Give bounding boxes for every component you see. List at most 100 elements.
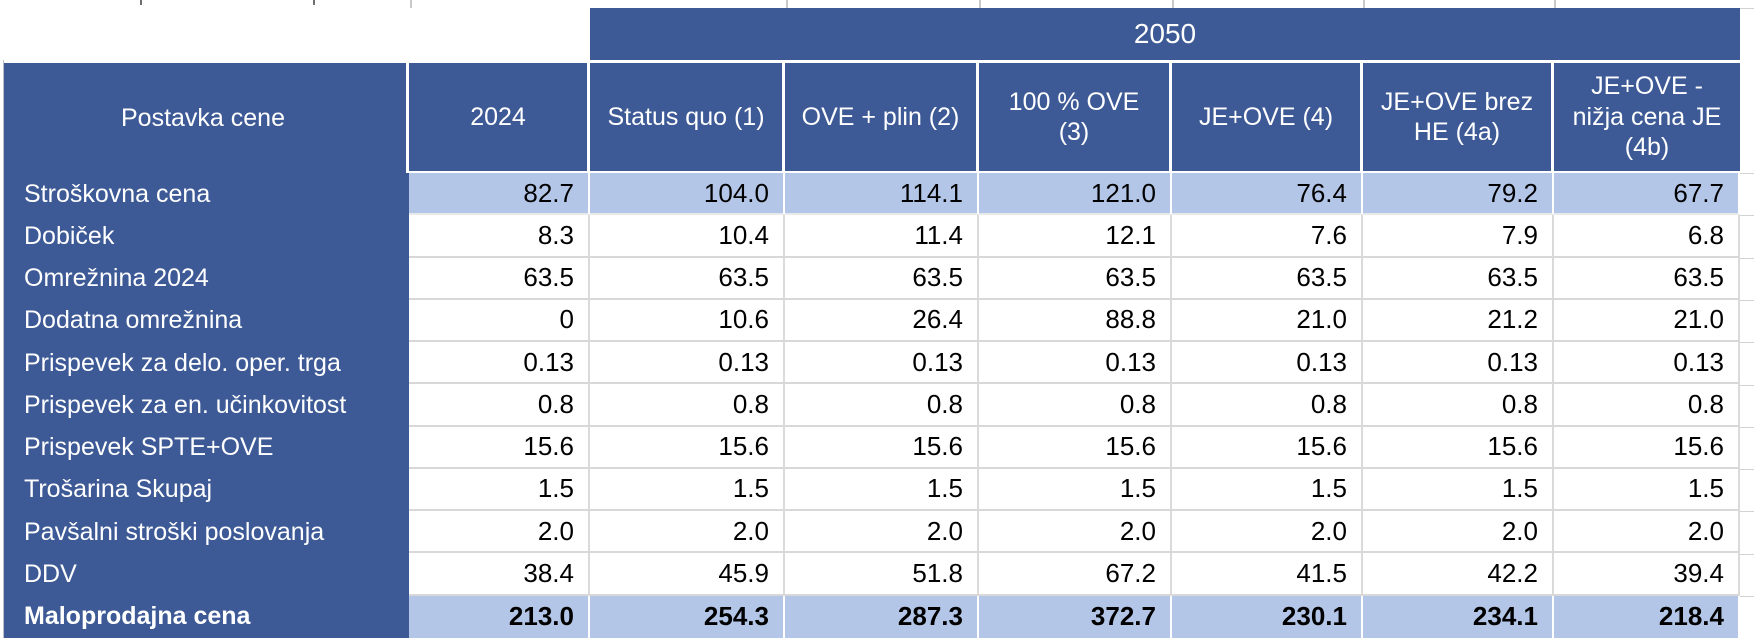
table-cell[interactable]: 88.8 — [979, 299, 1172, 343]
table-cell[interactable]: 45.9 — [590, 553, 785, 596]
table-cell[interactable]: 63.5 — [1363, 257, 1554, 300]
table-cell[interactable]: 2.0 — [590, 511, 785, 554]
table-cell[interactable]: 1.5 — [1172, 468, 1363, 512]
table-cell[interactable]: 15.6 — [785, 426, 979, 469]
table-cell[interactable]: 15.6 — [979, 426, 1172, 469]
column-header[interactable]: JE+OVE (4) — [1172, 63, 1363, 173]
table-cell[interactable]: 230.1 — [1172, 595, 1363, 638]
table-cell[interactable]: 21.2 — [1363, 299, 1554, 343]
row-label[interactable]: Stroškovna cena — [0, 173, 409, 216]
table-cell[interactable]: 63.5 — [785, 257, 979, 300]
table-cell[interactable]: 0.13 — [979, 342, 1172, 385]
table-cell[interactable]: 2.0 — [979, 511, 1172, 554]
table-cell[interactable]: 63.5 — [1554, 257, 1740, 300]
table-cell[interactable]: 0.8 — [1554, 384, 1740, 427]
table-cell[interactable]: 15.6 — [409, 426, 590, 469]
table-cell[interactable]: 104.0 — [590, 173, 785, 216]
table-cell[interactable]: 21.0 — [1554, 299, 1740, 343]
row-label[interactable]: Prispevek za delo. oper. trga — [0, 342, 409, 385]
column-header-postavka-cene[interactable]: Postavka cene — [0, 63, 409, 173]
table-cell[interactable]: 0.8 — [590, 384, 785, 427]
table-cell[interactable]: 2.0 — [1554, 511, 1740, 554]
column-header[interactable]: JE+OVE brez HE (4a) — [1363, 63, 1554, 173]
table-cell[interactable]: 38.4 — [409, 553, 590, 596]
table-cell[interactable]: 7.9 — [1363, 215, 1554, 258]
table-cell[interactable]: 2.0 — [785, 511, 979, 554]
column-header[interactable]: 2024 — [409, 63, 590, 173]
table-cell[interactable]: 372.7 — [979, 595, 1172, 638]
table-cell[interactable]: 0.8 — [979, 384, 1172, 427]
row-label[interactable]: Maloprodajna cena — [0, 595, 409, 638]
table-cell[interactable]: 63.5 — [409, 257, 590, 300]
table-cell[interactable]: 11.4 — [785, 215, 979, 258]
table-cell[interactable]: 0.8 — [409, 384, 590, 427]
table-cell[interactable]: 254.3 — [590, 595, 785, 638]
table-cell[interactable]: 10.4 — [590, 215, 785, 258]
table-cell[interactable]: 2.0 — [1172, 511, 1363, 554]
table-cell[interactable]: 6.8 — [1554, 215, 1740, 258]
table-cell[interactable]: 0 — [409, 299, 590, 343]
table-cell[interactable]: 0.13 — [785, 342, 979, 385]
row-label[interactable]: Prispevek za en. učinkovitost — [0, 384, 409, 427]
table-cell[interactable]: 26.4 — [785, 299, 979, 343]
table-cell[interactable]: 0.8 — [1363, 384, 1554, 427]
table-cell[interactable]: 1.5 — [409, 468, 590, 512]
table-cell[interactable]: 234.1 — [1363, 595, 1554, 638]
column-header[interactable]: 100 % OVE (3) — [979, 63, 1172, 173]
table-cell[interactable]: 82.7 — [409, 173, 590, 216]
table-cell[interactable]: 0.8 — [785, 384, 979, 427]
table-cell[interactable]: 15.6 — [1172, 426, 1363, 469]
row-label[interactable]: Prispevek SPTE+OVE — [0, 426, 409, 469]
table-cell[interactable]: 0.13 — [409, 342, 590, 385]
row-label[interactable]: DDV — [0, 553, 409, 596]
table-cell[interactable]: 10.6 — [590, 299, 785, 343]
table-cell[interactable]: 79.2 — [1363, 173, 1554, 216]
table-cell[interactable]: 1.5 — [979, 468, 1172, 512]
table-cell[interactable]: 76.4 — [1172, 173, 1363, 216]
column-header[interactable]: JE+OVE - nižja cena JE (4b) — [1554, 63, 1740, 173]
table-cell[interactable]: 42.2 — [1363, 553, 1554, 596]
table-cell[interactable]: 15.6 — [590, 426, 785, 469]
table-cell[interactable]: 1.5 — [1363, 468, 1554, 512]
table-cell[interactable]: 7.6 — [1172, 215, 1363, 258]
row-label[interactable]: Dobiček — [0, 215, 409, 258]
row-label[interactable]: Trošarina Skupaj — [0, 468, 409, 512]
table-cell[interactable]: 0.13 — [1172, 342, 1363, 385]
column-header[interactable]: Status quo (1) — [590, 63, 785, 173]
gridline — [1740, 173, 1754, 174]
table-cell[interactable]: 0.8 — [1172, 384, 1363, 427]
table-cell[interactable]: 1.5 — [1554, 468, 1740, 512]
table-cell[interactable]: 15.6 — [1554, 426, 1740, 469]
column-header[interactable]: OVE + plin (2) — [785, 63, 979, 173]
table-cell[interactable]: 21.0 — [1172, 299, 1363, 343]
row-label[interactable]: Pavšalni stroški poslovanja — [0, 511, 409, 554]
table-cell[interactable]: 114.1 — [785, 173, 979, 216]
year-banner-2050[interactable]: 2050 — [590, 8, 1740, 60]
table-cell[interactable]: 15.6 — [1363, 426, 1554, 469]
table-cell[interactable]: 12.1 — [979, 215, 1172, 258]
table-cell[interactable]: 2.0 — [1363, 511, 1554, 554]
table-cell[interactable]: 67.2 — [979, 553, 1172, 596]
table-row: Prispevek SPTE+OVE 15.6 15.6 15.6 15.6 15.6 15… — [0, 426, 1740, 469]
table-cell[interactable]: 287.3 — [785, 595, 979, 638]
table-cell[interactable]: 0.13 — [1363, 342, 1554, 385]
table-cell[interactable]: 51.8 — [785, 553, 979, 596]
table-body: Stroškovna cena 82.7 104.0 114.1 121.0 76.4 79… — [0, 173, 1740, 638]
table-cell[interactable]: 63.5 — [590, 257, 785, 300]
table-cell[interactable]: 8.3 — [409, 215, 590, 258]
table-cell[interactable]: 1.5 — [785, 468, 979, 512]
table-cell[interactable]: 41.5 — [1172, 553, 1363, 596]
table-cell[interactable]: 218.4 — [1554, 595, 1740, 638]
table-cell[interactable]: 213.0 — [409, 595, 590, 638]
row-label[interactable]: Dodatna omrežnina — [0, 299, 409, 343]
table-cell[interactable]: 121.0 — [979, 173, 1172, 216]
row-label[interactable]: Omrežnina 2024 — [0, 257, 409, 300]
table-cell[interactable]: 2.0 — [409, 511, 590, 554]
table-cell[interactable]: 63.5 — [1172, 257, 1363, 300]
table-cell[interactable]: 67.7 — [1554, 173, 1740, 216]
table-cell[interactable]: 39.4 — [1554, 553, 1740, 596]
table-cell[interactable]: 0.13 — [590, 342, 785, 385]
table-cell[interactable]: 1.5 — [590, 468, 785, 512]
table-cell[interactable]: 0.13 — [1554, 342, 1740, 385]
table-cell[interactable]: 63.5 — [979, 257, 1172, 300]
